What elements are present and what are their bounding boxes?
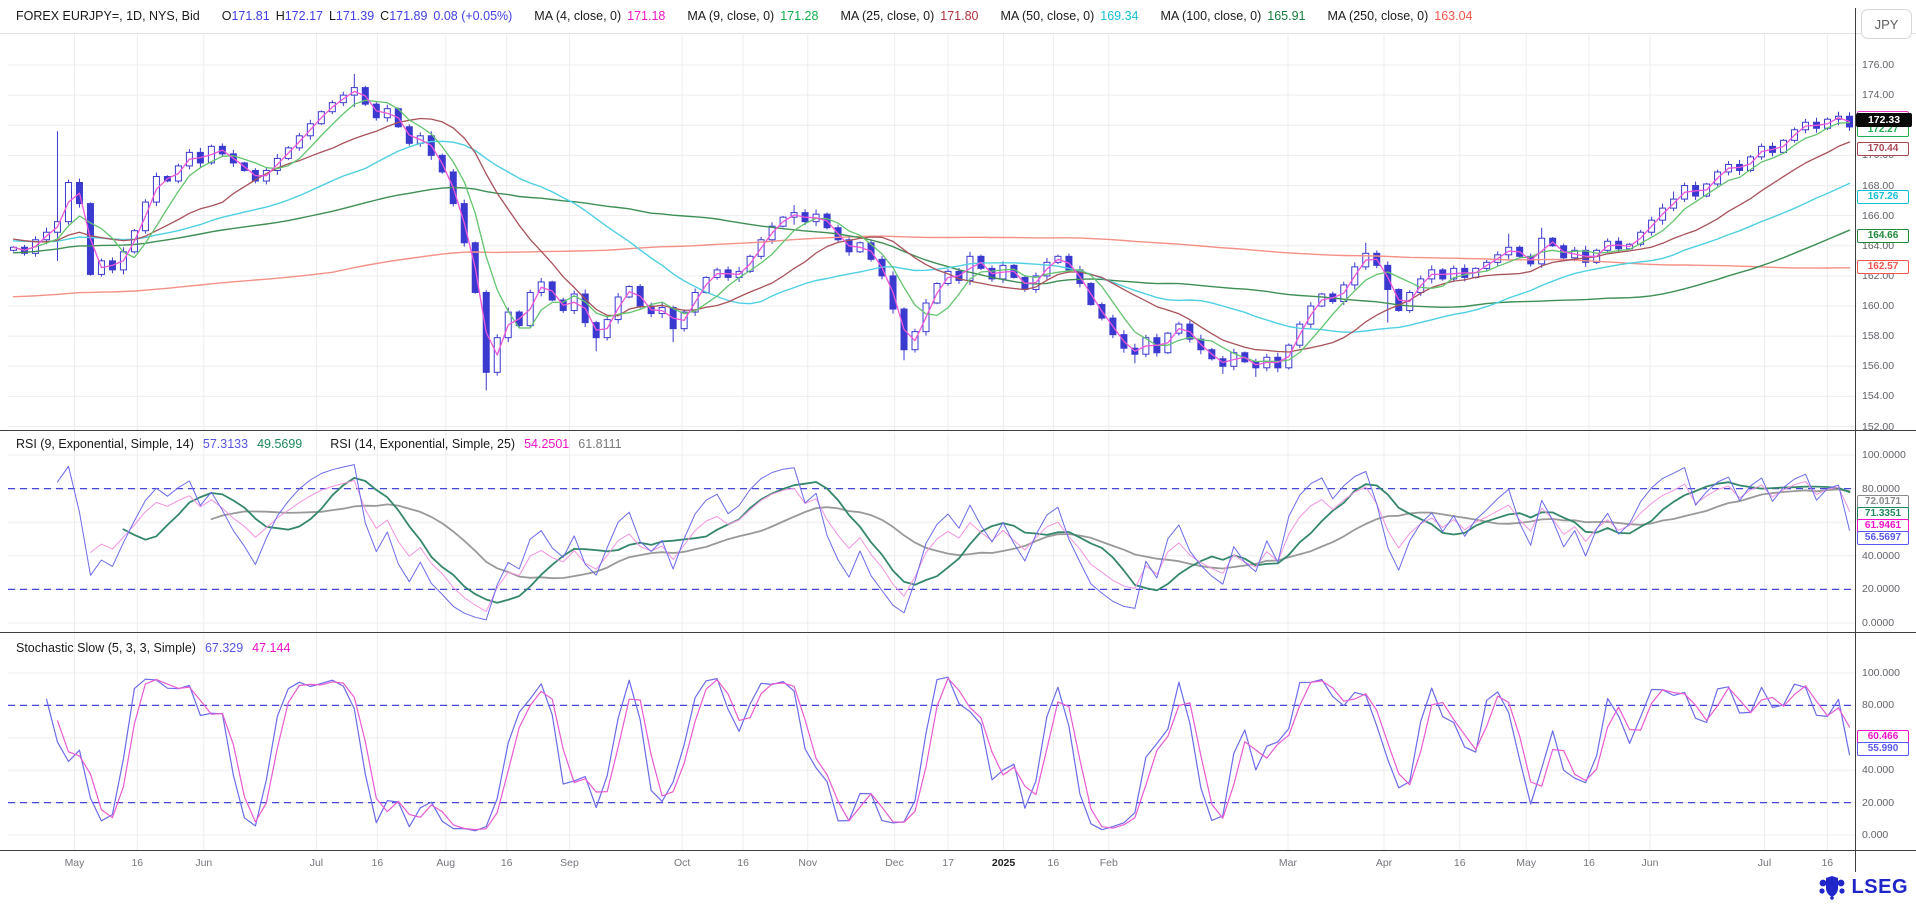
time-axis-label: Jun <box>1641 857 1659 869</box>
time-axis-label: Jul <box>1757 857 1772 869</box>
low-label: L171.39 <box>328 9 375 23</box>
stoch-d-value: 47.144 <box>252 641 291 655</box>
high-label: H172.17 <box>275 9 323 23</box>
rsi1-label: RSI (9, Exponential, Simple, 14) <box>16 437 194 451</box>
lseg-logo: LSEG <box>1817 874 1908 900</box>
stochastic-chart-canvas[interactable] <box>0 634 1916 850</box>
stochastic-panel-title: Stochastic Slow (5, 3, 3, Simple) 67.329… <box>16 641 290 655</box>
time-axis-label: Oct <box>673 857 691 869</box>
time-axis-divider <box>0 850 1916 851</box>
symbol-title: FOREX EURJPY=, 1D, NYS, Bid <box>16 9 200 23</box>
open-label: O171.81 <box>221 9 270 23</box>
lseg-logo-text: LSEG <box>1851 875 1908 898</box>
rsi2-value: 54.2501 <box>524 437 570 451</box>
time-axis-label: Jun <box>195 857 213 869</box>
rsi1-value: 57.3133 <box>202 437 249 451</box>
time-axis-label: Apr <box>1375 857 1393 869</box>
ma-legend-250: MA (250, close, 0) 163.04 <box>1327 9 1473 23</box>
header-divider <box>0 33 1916 34</box>
stoch-label: Stochastic Slow (5, 3, 3, Simple) <box>16 641 196 655</box>
time-axis-label: Mar <box>1278 857 1298 869</box>
chart-legend: FOREX EURJPY=, 1D, NYS, Bid O171.81 H172… <box>16 9 1472 23</box>
rsi2-label: RSI (14, Exponential, Simple, 25) <box>330 437 516 451</box>
time-axis-label: Dec <box>885 857 904 869</box>
time-axis-label: 16 <box>1821 857 1834 869</box>
time-axis-label: May <box>1516 857 1537 869</box>
time-axis-label: 16 <box>1047 857 1060 869</box>
high-value: 172.17 <box>284 9 323 23</box>
rsi2-ma-value: 61.8111 <box>578 437 622 451</box>
time-axis-label: Nov <box>798 857 818 869</box>
rsi-stoch-divider <box>0 632 1916 633</box>
time-axis-label: 16 <box>500 857 513 869</box>
price-rsi-divider <box>0 430 1916 431</box>
time-axis-label: Jul <box>309 857 324 869</box>
time-axis-label: 16 <box>737 857 749 869</box>
time-axis-label: 16 <box>371 857 384 869</box>
stoch-k-value: 67.329 <box>204 641 244 655</box>
price-chart-canvas[interactable] <box>0 33 1916 430</box>
time-axis-label: Feb <box>1099 857 1118 869</box>
close-value: 171.89 <box>389 9 428 23</box>
time-axis-label: 2025 <box>991 857 1016 869</box>
ma-legend-100: MA (100, close, 0) 165.91 <box>1160 9 1306 23</box>
rsi1-ma-value: 49.5699 <box>257 437 303 451</box>
time-axis-label: 16 <box>1583 857 1595 869</box>
time-axis-label: May <box>64 857 85 869</box>
rsi-panel-title: RSI (9, Exponential, Simple, 14) 57.3133… <box>16 437 622 451</box>
time-axis-label: 17 <box>942 857 954 869</box>
time-axis-label: 16 <box>131 857 144 869</box>
price-axis-currency-button[interactable]: JPY <box>1861 9 1912 39</box>
change-value: 0.08 (+0.05%) <box>433 9 513 23</box>
ma-legend-25: MA (25, close, 0) 171.80 <box>840 9 979 23</box>
close-label: C171.89 <box>380 9 428 23</box>
ma-legend-50: MA (50, close, 0) 169.34 <box>1000 9 1139 23</box>
low-value: 171.39 <box>335 9 375 23</box>
ma-legend-4: MA (4, close, 0) 171.18 <box>534 9 666 23</box>
open-value: 171.81 <box>231 9 270 23</box>
time-axis-label: Sep <box>560 857 579 869</box>
time-axis-label: 16 <box>1453 857 1466 869</box>
ohlc-readout: O171.81 H172.17 L171.39 C171.89 0.08 (+0… <box>222 9 513 23</box>
time-axis-label: Aug <box>436 857 456 869</box>
ma-legend-9: MA (9, close, 0) 171.28 <box>687 9 819 23</box>
lseg-logo-crest <box>1818 876 1845 900</box>
price-axis-line <box>1855 8 1856 872</box>
rsi-chart-canvas[interactable] <box>0 433 1916 632</box>
